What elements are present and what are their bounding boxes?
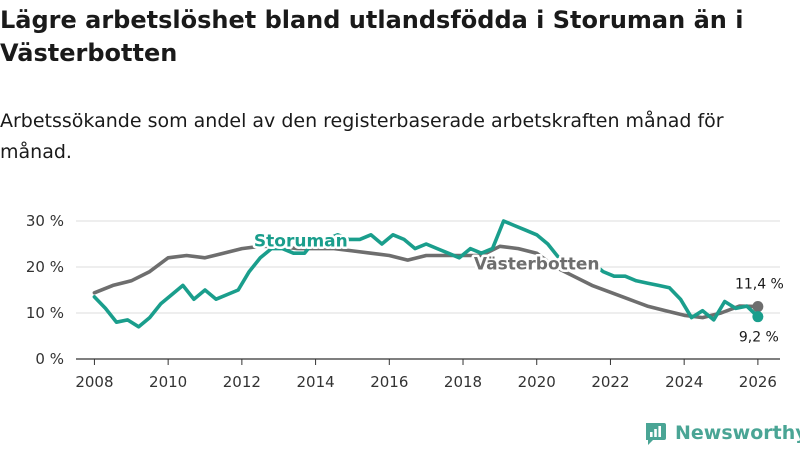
x-tick-label: 2018 <box>444 373 482 391</box>
series-labels: Storuman Västerbotten 11,4 % 9,2 % <box>251 229 784 346</box>
vasterbotten-end-point <box>752 301 764 313</box>
newsworthy-logo-icon <box>646 423 666 445</box>
y-tick-label: 0 % <box>35 350 64 368</box>
storuman-series-label: Storuman <box>254 231 348 251</box>
y-tick-label: 30 % <box>26 212 64 230</box>
x-tick-label: 2026 <box>739 373 777 391</box>
x-tick-label: 2024 <box>665 373 703 391</box>
chart-subtitle: Arbetssökande som andel av den registerb… <box>0 110 724 163</box>
storuman-end-point <box>752 311 764 323</box>
brand-logo: Newsworthy <box>644 417 800 449</box>
x-tick-label: 2012 <box>223 373 261 391</box>
x-tick-label: 2022 <box>591 373 629 391</box>
series-lines <box>92 219 764 329</box>
x-axis-ticks: 2008 2010 2012 2014 2016 2018 2020 2022 2024 2026 <box>75 359 777 391</box>
x-tick-label: 2010 <box>149 373 187 391</box>
brand-name: Newsworthy <box>675 422 800 444</box>
x-tick-label: 2016 <box>370 373 408 391</box>
storuman-line <box>92 219 760 329</box>
chart-title: Lägre arbetslöshet bland utlandsfödda i … <box>0 6 744 67</box>
vasterbotten-series-label: Västerbotten <box>474 254 600 274</box>
line-chart: 0 % 10 % 20 % 30 % 2008 2010 2012 2014 2016 2018… <box>26 212 784 391</box>
y-axis-ticks: 0 % 10 % 20 % 30 % <box>26 212 64 368</box>
x-tick-label: 2020 <box>518 373 556 391</box>
vasterbotten-line <box>92 244 760 320</box>
storuman-end-value: 9,2 % <box>739 330 779 346</box>
x-tick-label: 2008 <box>75 373 113 391</box>
x-tick-label: 2014 <box>296 373 334 391</box>
vasterbotten-end-value: 11,4 % <box>735 277 784 293</box>
y-tick-label: 20 % <box>26 258 64 276</box>
gridlines <box>76 220 780 360</box>
y-tick-label: 10 % <box>26 304 64 322</box>
